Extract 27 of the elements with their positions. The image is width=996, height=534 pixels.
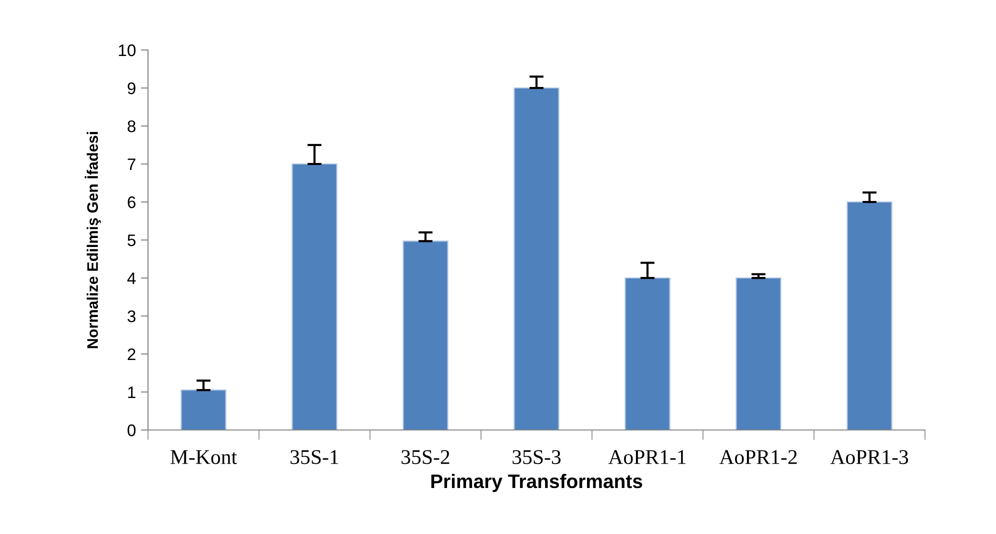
y-tick-label: 4 (127, 272, 136, 284)
bar (624, 277, 670, 430)
bar (736, 277, 782, 430)
y-tick-label: 6 (128, 196, 136, 208)
y-tick-label: 10 (118, 44, 136, 56)
x-tick-label: AoPR1-2 (719, 450, 797, 464)
y-tick-label: 2 (128, 348, 136, 360)
x-tick-label: 35S-2 (402, 450, 450, 464)
x-axis-title: Primary Transformants (431, 474, 642, 492)
y-tick-label: 5 (128, 234, 136, 246)
x-tick-label: 35S-1 (290, 450, 338, 464)
y-tick-label: 9 (128, 82, 136, 94)
y-axis-title: Normalize Edilmiş Gen İfadesi (84, 132, 101, 348)
bar (846, 201, 892, 430)
x-tick-label: M-Kont (170, 450, 237, 464)
bar (514, 87, 560, 430)
y-tick-label: 3 (128, 310, 136, 322)
bar (292, 163, 338, 430)
y-tick-label: 0 (128, 424, 136, 436)
x-tick-label: AoPR1-1 (608, 450, 686, 464)
x-tick-label: 35S-3 (512, 450, 561, 464)
y-tick-label: 1 (128, 386, 136, 398)
y-tick-label: 7 (128, 158, 136, 170)
y-tick-label: 8 (128, 120, 136, 132)
bar (180, 390, 226, 430)
x-tick-label: AoPR1-3 (830, 450, 908, 464)
bar (402, 240, 448, 430)
